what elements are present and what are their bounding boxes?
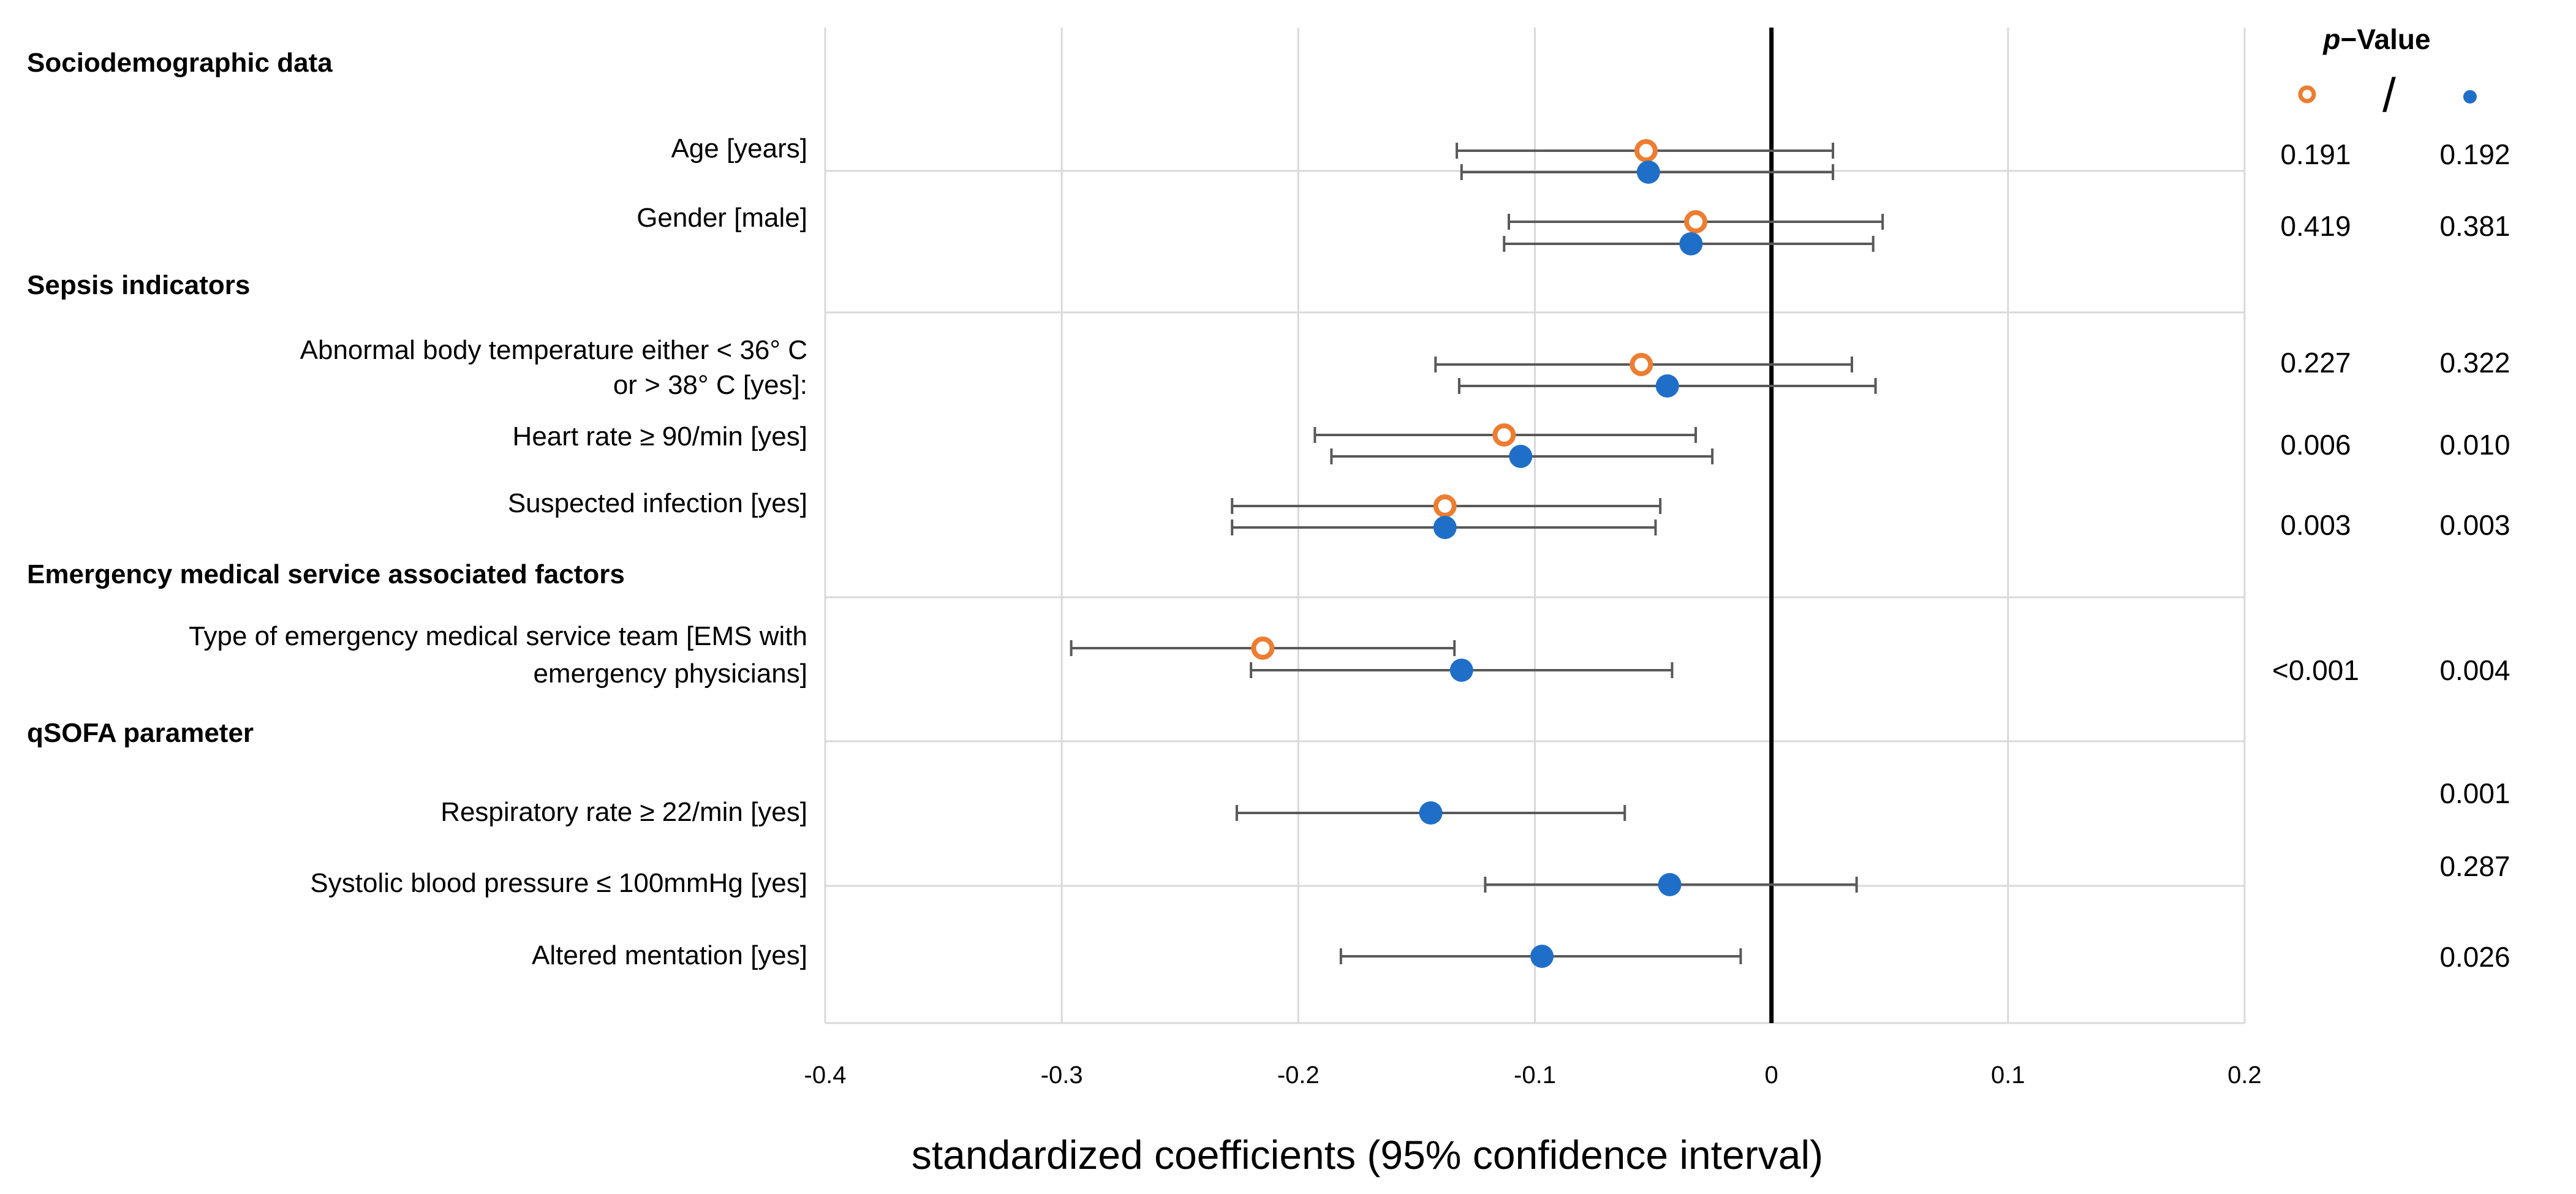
x-tick-label: -0.1 bbox=[1514, 1062, 1556, 1089]
filled-point bbox=[1658, 873, 1682, 896]
vertical-gridlines bbox=[1060, 28, 2009, 1023]
p-value-filled: 0.003 bbox=[2439, 509, 2510, 541]
row-label: or > 38° C [yes]: bbox=[613, 370, 807, 400]
open-point bbox=[1251, 637, 1275, 660]
row-label: Abnormal body temperature either < 36° C bbox=[300, 335, 807, 365]
p-value-open: <0.001 bbox=[2272, 654, 2359, 686]
p-value-filled: 0.381 bbox=[2439, 210, 2510, 242]
row-labels: Age [years] Gender [male] Abnormal body te… bbox=[189, 134, 807, 970]
row-label: Altered mentation [yes] bbox=[532, 940, 807, 970]
p-value-filled: 0.192 bbox=[2439, 138, 2510, 170]
p-value-filled: 0.004 bbox=[2439, 654, 2510, 686]
filled-point bbox=[1636, 161, 1660, 184]
open-point bbox=[1630, 353, 1653, 376]
p-value-open: 0.006 bbox=[2280, 429, 2351, 461]
filled-point bbox=[1419, 801, 1443, 825]
x-tick-label: 0 bbox=[1765, 1062, 1778, 1089]
legend-title: p−Value bbox=[2322, 23, 2430, 55]
p-value-open: 0.191 bbox=[2280, 138, 2351, 170]
p-value-open: 0.003 bbox=[2280, 509, 2351, 541]
row-label: Suspected infection [yes] bbox=[508, 488, 807, 518]
open-point bbox=[1634, 139, 1658, 162]
p-value-filled: 0.026 bbox=[2439, 941, 2510, 973]
p-value-filled: 0.287 bbox=[2439, 850, 2510, 882]
plot-marks bbox=[1070, 139, 1884, 968]
x-tick-label: 0.2 bbox=[2227, 1062, 2262, 1089]
row-label: Heart rate ≥ 90/min [yes] bbox=[513, 421, 807, 452]
legend: p−Value / bbox=[2298, 23, 2477, 122]
p-value-filled: 0.001 bbox=[2439, 777, 2510, 809]
legend-title-italic: p bbox=[2322, 23, 2340, 55]
filled-point bbox=[1655, 374, 1679, 398]
p-value-filled: 0.322 bbox=[2439, 347, 2510, 379]
legend-separator: / bbox=[2382, 68, 2396, 122]
section-titles: Sociodemographic data Sepsis indicators Em… bbox=[27, 48, 625, 748]
section-title: Sociodemographic data bbox=[27, 48, 333, 78]
filled-point bbox=[1449, 659, 1473, 682]
x-tick-label: -0.3 bbox=[1041, 1062, 1083, 1089]
row-label: emergency physicians] bbox=[533, 659, 807, 689]
p-value-columns: 0.191 0.192 0.419 0.381 0.227 0.322 0.006 0.010… bbox=[2272, 138, 2510, 973]
row-label: Age [years] bbox=[671, 134, 807, 164]
x-tick-labels: -0.4 -0.3 -0.2 -0.1 0 0.1 0.2 bbox=[804, 1062, 2262, 1089]
x-tick-label: -0.4 bbox=[804, 1062, 847, 1089]
section-title: Emergency medical service associated fac… bbox=[27, 559, 625, 589]
p-value-open: 0.419 bbox=[2280, 210, 2351, 242]
open-point bbox=[1492, 423, 1516, 447]
filled-point bbox=[1679, 232, 1703, 255]
filled-point bbox=[1530, 945, 1554, 968]
row-label: Respiratory rate ≥ 22/min [yes] bbox=[440, 797, 807, 827]
p-value-open: 0.227 bbox=[2280, 347, 2351, 379]
row-label: Type of emergency medical service team [… bbox=[189, 621, 807, 651]
x-tick-label: 0.1 bbox=[1991, 1062, 2025, 1089]
open-point bbox=[1684, 210, 1708, 233]
x-axis-label: standardized coefficients (95% confidenc… bbox=[912, 1132, 1823, 1177]
open-point bbox=[1433, 494, 1457, 518]
x-tick-label: -0.2 bbox=[1277, 1062, 1320, 1089]
legend-open-marker bbox=[2298, 85, 2316, 104]
filled-point bbox=[1433, 516, 1457, 539]
legend-title-rest: −Value bbox=[2341, 23, 2431, 55]
section-title: qSOFA parameter bbox=[27, 718, 254, 748]
section-title: Sepsis indicators bbox=[27, 270, 250, 300]
row-label: Systolic blood pressure ≤ 100mmHg [yes] bbox=[310, 868, 807, 898]
row-label: Gender [male] bbox=[636, 203, 807, 233]
filled-point bbox=[1509, 445, 1533, 468]
p-value-filled: 0.010 bbox=[2439, 429, 2510, 461]
legend-filled-marker bbox=[2463, 90, 2477, 104]
